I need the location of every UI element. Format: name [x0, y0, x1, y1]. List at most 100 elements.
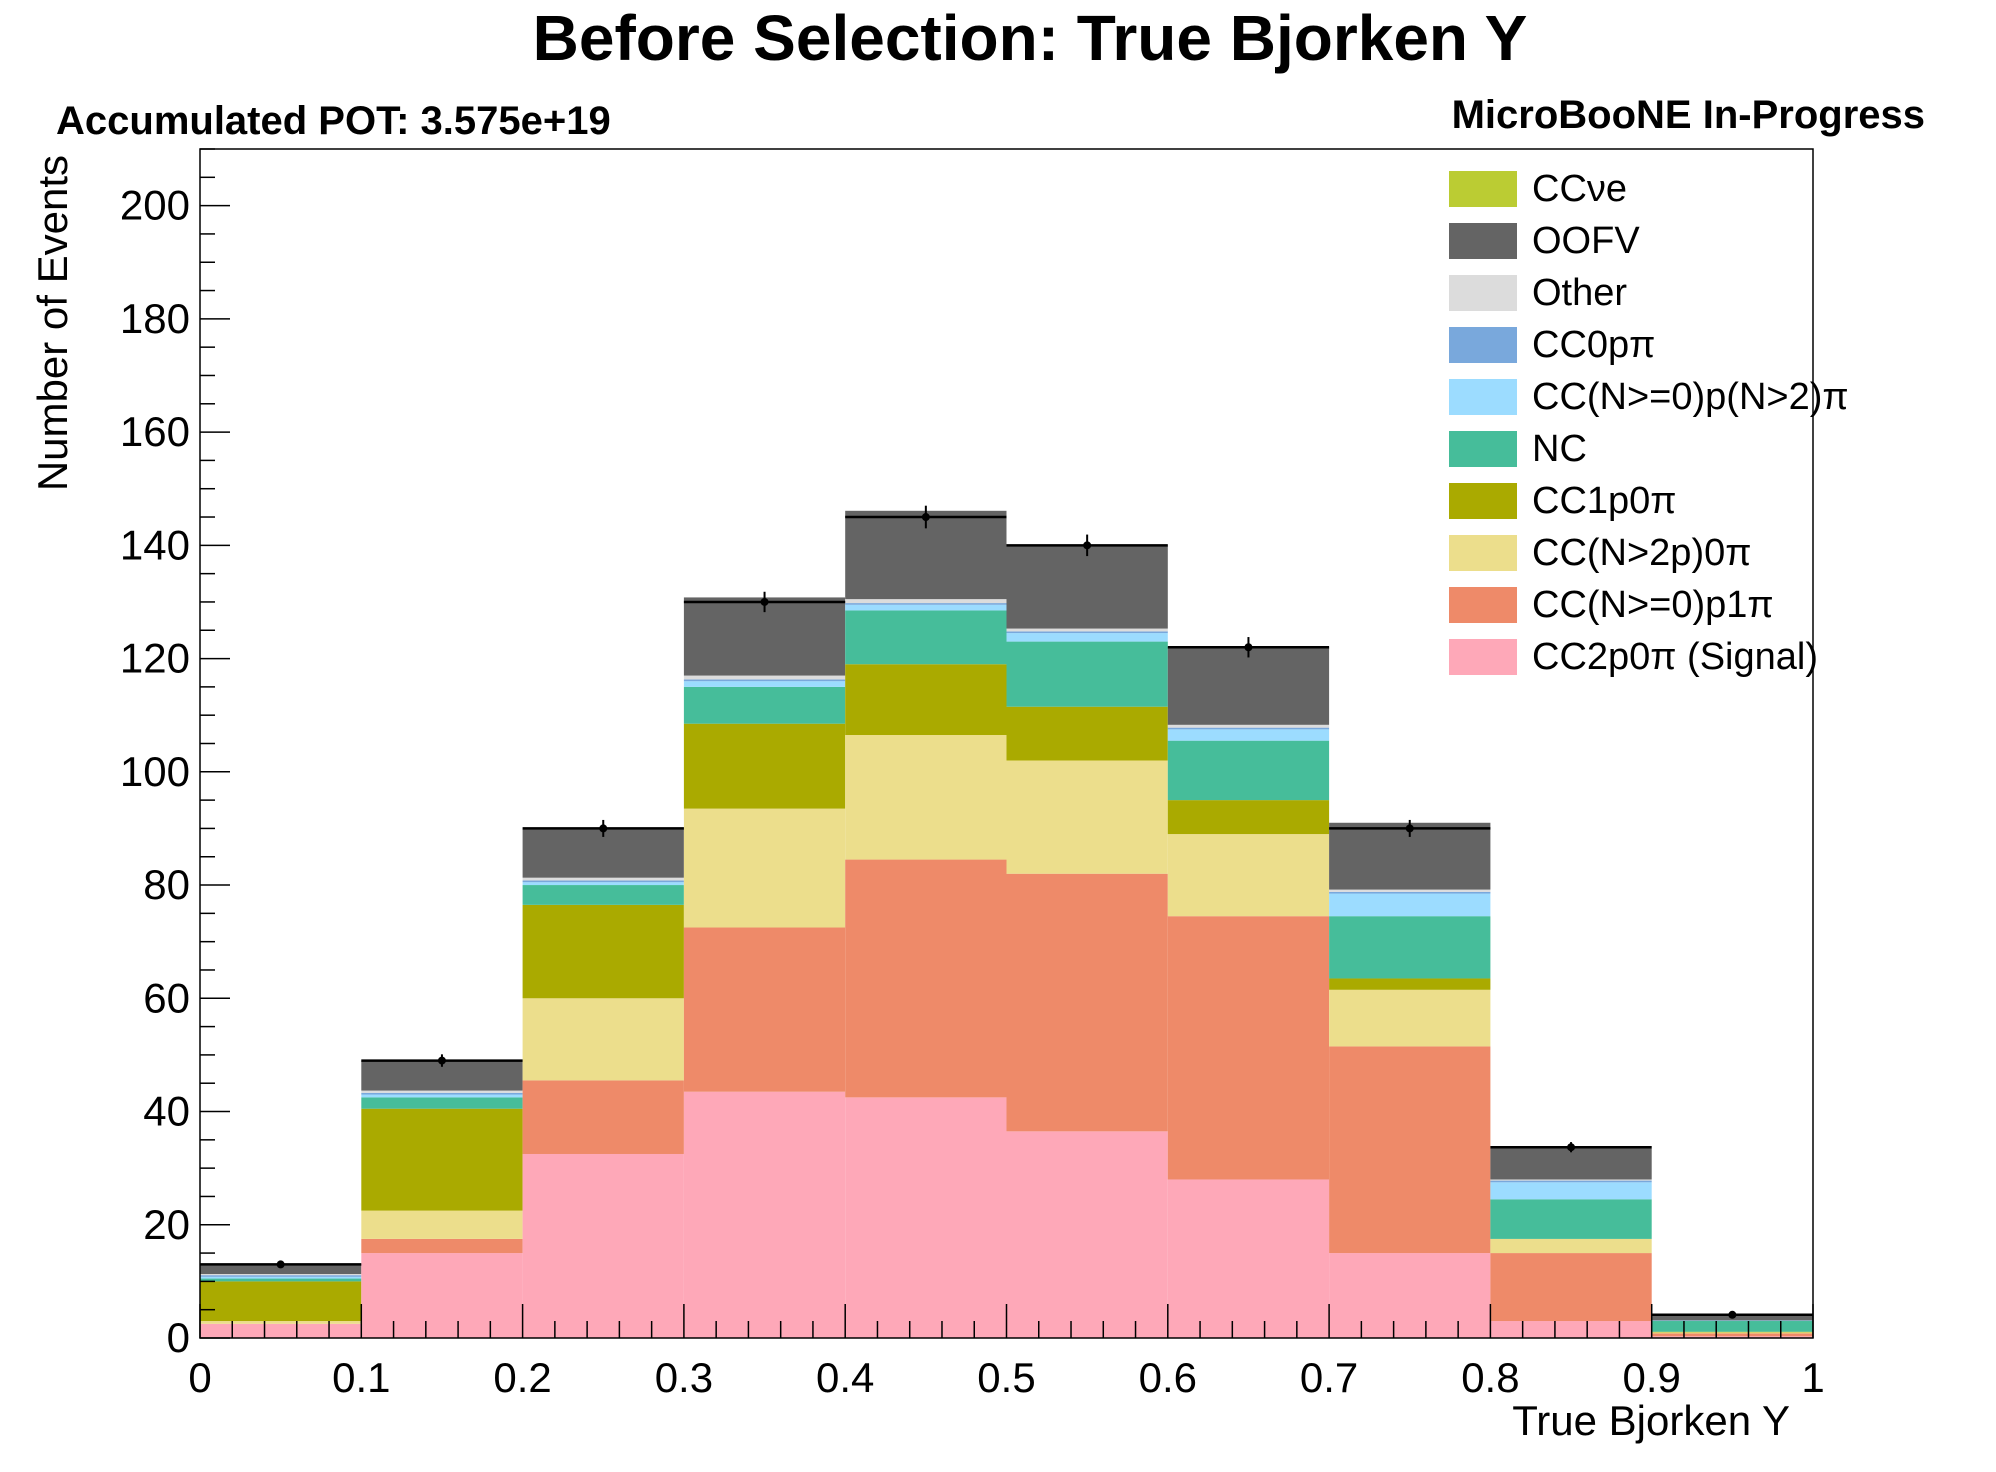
bar-segment-s3-b0: [200, 1281, 362, 1322]
bar-segment-s6-b3: [683, 679, 846, 682]
bar-segment-s3-b5: [1006, 706, 1168, 761]
data-point-b8: [1567, 1143, 1576, 1152]
bar-segment-s4-b7: [1329, 916, 1491, 979]
bar-segment-s2-b3: [683, 808, 846, 928]
y-tick-label-140: 140: [120, 521, 190, 568]
y-tick-label-0: 0: [167, 1314, 190, 1361]
legend-label-4: CC(N>=0)p(N>2)π: [1532, 376, 1849, 418]
bar-segment-s5-b4: [845, 604, 1007, 611]
data-point-b0: [276, 1260, 285, 1269]
y-tick-label-100: 100: [120, 748, 190, 795]
y-tick-label-40: 40: [143, 1088, 190, 1135]
bar-segment-s8-b8: [1490, 1148, 1652, 1180]
bar-segment-s0-b7: [1329, 1253, 1491, 1338]
y-tick-label-60: 60: [143, 974, 190, 1021]
legend-swatch-8: [1449, 587, 1517, 623]
bar-segment-s8-b5: [1006, 545, 1168, 629]
legend: CCνe OOFV Other CC0pπ CC(N>=0)p(N>2)π NC CC1p0…: [1449, 168, 1849, 678]
data-point-b4: [921, 513, 930, 522]
x-tick-label-0.4: 0.4: [816, 1354, 874, 1401]
bar-segment-s1-b6: [1167, 916, 1330, 1180]
bar-segment-s7-b3: [683, 675, 846, 680]
bar-segment-s2-b1: [361, 1210, 523, 1239]
bar-segment-s0-b3: [683, 1091, 846, 1338]
legend-swatch-1: [1449, 223, 1517, 259]
legend-swatch-3: [1449, 327, 1517, 363]
legend-swatch-2: [1449, 275, 1517, 311]
data-point-b9: [1728, 1310, 1737, 1319]
bar-segment-s1-b1: [361, 1238, 523, 1254]
legend-label-5: NC: [1532, 428, 1587, 470]
bar-segment-s2-b9: [1651, 1332, 1813, 1334]
bar-segment-s4-b6: [1167, 740, 1330, 801]
bar-segment-s5-b0: [200, 1276, 362, 1279]
x-tick-label-0.6: 0.6: [1139, 1354, 1197, 1401]
bar-segment-s2-b8: [1490, 1238, 1652, 1254]
y-tick-label-160: 160: [120, 408, 190, 455]
y-axis-label: Number of Events: [29, 155, 76, 491]
legend-swatch-4: [1449, 379, 1517, 415]
bar-segment-s3-b7: [1329, 978, 1491, 990]
x-tick-label-0.7: 0.7: [1300, 1354, 1358, 1401]
x-tick-label-0.2: 0.2: [493, 1354, 551, 1401]
x-axis-label: True Bjorken Y: [1512, 1397, 1790, 1444]
x-axis: 0 0.1 0.2 0.3 0.4 0.5 0.6 0.7 0.8 0.9 1: [188, 1304, 1825, 1401]
bar-segment-s1-b4: [845, 859, 1007, 1098]
bar-segment-s0-b8: [1490, 1321, 1652, 1338]
legend-label-8: CC(N>=0)p1π: [1532, 584, 1774, 626]
bar-segment-s1-b9: [1651, 1333, 1813, 1337]
bar-segment-s5-b7: [1329, 893, 1491, 917]
bar-segment-s7-b1: [361, 1090, 523, 1093]
legend-swatch-0: [1449, 171, 1517, 207]
legend-label-1: OOFV: [1532, 220, 1640, 262]
bar-segment-s4-b2: [522, 885, 684, 905]
data-point-b5: [1083, 541, 1092, 550]
bar-segment-s1-b3: [683, 927, 846, 1092]
legend-swatch-7: [1449, 535, 1517, 571]
bar-segment-s8-b0: [200, 1264, 362, 1275]
bar-segment-s7-b4: [845, 599, 1007, 604]
x-tick-label-0: 0: [188, 1354, 211, 1401]
data-point-b7: [1405, 824, 1414, 833]
bar-segment-s3-b2: [522, 904, 684, 999]
y-tick-label-80: 80: [143, 861, 190, 908]
legend-swatch-6: [1449, 483, 1517, 519]
bar-segment-s2-b6: [1167, 834, 1330, 917]
x-tick-label-0.9: 0.9: [1623, 1354, 1681, 1401]
bar-segment-s2-b5: [1006, 760, 1168, 874]
bar-segment-s0-b1: [361, 1253, 523, 1338]
bar-segment-s2-b7: [1329, 989, 1491, 1047]
bar-segment-s5-b6: [1167, 729, 1330, 741]
bar-segment-s6-b5: [1006, 631, 1168, 634]
bar-segment-s6-b2: [522, 880, 684, 883]
bar-segment-s4-b9: [1651, 1321, 1813, 1332]
legend-label-3: CC0pπ: [1532, 324, 1655, 366]
bar-segment-s4-b0: [200, 1278, 362, 1282]
bar-segment-s4-b8: [1490, 1199, 1652, 1239]
data-point-b6: [1244, 643, 1253, 652]
bar-segment-s0-b6: [1167, 1179, 1330, 1338]
bar-segment-s2-b4: [845, 735, 1007, 860]
bar-segment-s0-b0: [200, 1323, 362, 1338]
data-point-b3: [760, 597, 769, 606]
x-tick-label-0.5: 0.5: [977, 1354, 1035, 1401]
bar-segment-s7-b7: [1329, 889, 1491, 892]
legend-label-9: CC2p0π (Signal): [1532, 636, 1818, 678]
bar-segment-s6-b0: [200, 1275, 362, 1277]
y-axis: 0 20 40 60 80 100 120 140 160 180 200: [120, 148, 230, 1361]
bar-segment-s5-b2: [522, 882, 684, 886]
bar-segment-s4-b4: [845, 610, 1007, 665]
y-tick-label-180: 180: [120, 295, 190, 342]
bar-segment-s1-b5: [1006, 873, 1168, 1132]
data-points: [276, 505, 1737, 1319]
bar-segment-s7-b8: [1490, 1179, 1652, 1181]
bar-segment-s2-b0: [200, 1321, 362, 1324]
bar-segment-s0-b9: [1651, 1336, 1813, 1338]
bar-segment-s5-b1: [361, 1094, 523, 1098]
x-tick-label-0.8: 0.8: [1461, 1354, 1519, 1401]
x-tick-label-0.3: 0.3: [655, 1354, 713, 1401]
bar-segment-s3-b3: [683, 723, 846, 809]
bar-segment-s5-b5: [1006, 633, 1168, 642]
bar-segment-s7-b2: [522, 877, 684, 881]
